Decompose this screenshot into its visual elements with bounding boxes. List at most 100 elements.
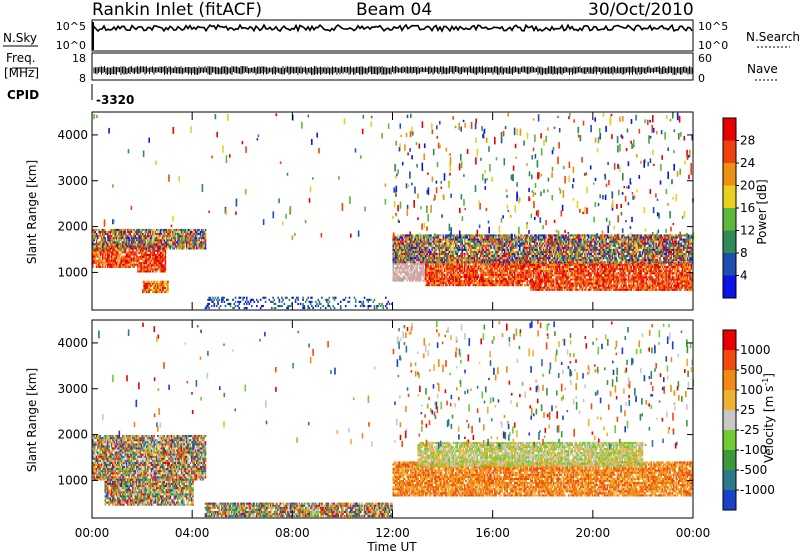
echo-cell xyxy=(534,284,536,287)
echo-cell xyxy=(416,267,418,270)
echo-cell xyxy=(189,243,192,246)
echo-cell xyxy=(113,255,115,258)
echo-cell xyxy=(590,278,592,281)
echo-cell xyxy=(605,274,607,277)
echo-cell xyxy=(401,265,403,268)
echo-cell xyxy=(617,278,620,281)
echo-cell xyxy=(177,243,179,246)
echo-cell xyxy=(188,245,190,248)
echo-cell xyxy=(154,253,157,256)
echo-cell xyxy=(472,271,475,274)
echo-cell xyxy=(416,256,418,259)
echo-cell xyxy=(551,270,554,273)
echo-cell xyxy=(570,272,572,275)
echo-cell xyxy=(546,263,549,266)
echo-cell xyxy=(401,240,403,243)
nsky-tick-bottom: 10^0 xyxy=(56,39,86,52)
echo-cell xyxy=(178,243,180,246)
echo-cell xyxy=(655,280,657,283)
echo-cell xyxy=(604,268,606,271)
echo-cell xyxy=(642,274,645,277)
echo-cell xyxy=(392,277,395,280)
echo-cell xyxy=(476,284,478,287)
echo-cell xyxy=(562,274,565,277)
echo-cell xyxy=(468,275,471,278)
echo-cell xyxy=(473,275,476,278)
echo-cell xyxy=(110,230,113,233)
echo-cell xyxy=(110,263,113,266)
echo-cell xyxy=(175,237,178,240)
echo-cell xyxy=(433,269,436,272)
echo-cell xyxy=(584,282,586,285)
echo-cell xyxy=(609,276,611,279)
echo-cell xyxy=(432,267,435,270)
echo-cell xyxy=(148,280,150,283)
echo-cell xyxy=(665,276,668,279)
echo-cell xyxy=(425,277,427,280)
echo-cell xyxy=(164,251,167,254)
echo-cell xyxy=(681,263,684,266)
echo-cell xyxy=(519,271,521,274)
nsearch-tick-bottom: 10^0 xyxy=(698,39,728,52)
echo-cell xyxy=(606,272,609,275)
echo-cell xyxy=(622,286,625,289)
echo-cell xyxy=(596,274,599,277)
echo-cell xyxy=(182,228,184,231)
echo-cell xyxy=(152,255,154,258)
echo-cell xyxy=(654,266,656,269)
echo-cell xyxy=(113,261,115,264)
echo-cell xyxy=(596,266,599,269)
echo-cell xyxy=(460,282,462,285)
echo-cell xyxy=(590,272,592,275)
echo-cell xyxy=(133,235,135,238)
echo-cell xyxy=(527,265,530,268)
echo-cell xyxy=(130,230,133,233)
echo-cell xyxy=(647,288,650,291)
echo-cell xyxy=(640,272,642,275)
echo-cell xyxy=(436,273,438,276)
echo-cell xyxy=(195,243,198,246)
echo-cell xyxy=(519,275,521,278)
echo-cell xyxy=(539,274,541,277)
echo-cell xyxy=(639,274,641,277)
echo-cell xyxy=(547,272,550,275)
echo-cell xyxy=(654,268,656,271)
echo-cell xyxy=(547,266,550,269)
echo-cell xyxy=(636,274,639,277)
echo-cell xyxy=(97,237,99,240)
echo-cell xyxy=(655,272,657,275)
echo-cell xyxy=(673,286,675,289)
echo-cell xyxy=(574,284,576,287)
echo-cell xyxy=(617,282,620,285)
echo-cell xyxy=(134,243,137,246)
echo-cell xyxy=(630,270,632,273)
echo-cell xyxy=(155,255,158,258)
echo-cell xyxy=(564,288,566,291)
echo-cell xyxy=(159,230,162,233)
echo-cell xyxy=(117,253,119,256)
echo-cell xyxy=(107,230,109,233)
echo-cell xyxy=(145,235,148,238)
echo-cell xyxy=(666,288,669,291)
echo-cell xyxy=(537,286,540,289)
echo-cell xyxy=(521,280,524,283)
echo-cell xyxy=(554,266,556,269)
echo-cell xyxy=(587,288,590,291)
echo-cell xyxy=(143,286,145,289)
echo-cell xyxy=(148,235,150,238)
echo-cell xyxy=(476,269,478,272)
echo-cell xyxy=(481,273,483,276)
echo-cell xyxy=(463,277,466,280)
echo-cell xyxy=(115,228,118,231)
echo-cell xyxy=(668,272,670,275)
echo-cell xyxy=(147,241,149,244)
echo-cell xyxy=(688,263,690,266)
echo-cell xyxy=(103,243,105,246)
echo-cell xyxy=(632,268,635,271)
echo-cell xyxy=(655,276,657,279)
echo-cell xyxy=(148,228,150,231)
echo-cell xyxy=(138,266,140,269)
echo-cell xyxy=(158,247,160,250)
echo-cell xyxy=(122,265,124,268)
echo-cell xyxy=(517,267,520,270)
